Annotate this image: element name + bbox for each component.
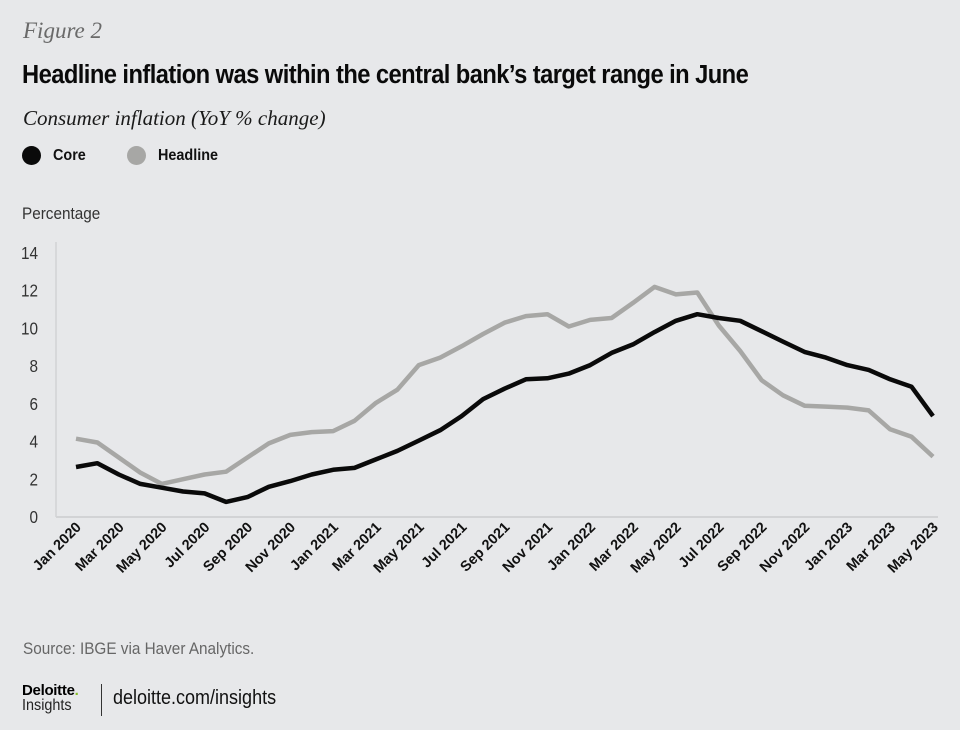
legend-item-headline: Headline — [127, 146, 225, 165]
chart-subtitle: Consumer inflation (YoY % change) — [23, 106, 326, 130]
legend-marker-headline-icon — [127, 146, 147, 165]
y-axis-title: Percentage — [22, 204, 101, 223]
insights-url-link[interactable]: deloitte.com/insights — [113, 687, 277, 709]
logo-divider — [101, 684, 102, 716]
logo-brand-text: Deloitte — [22, 682, 75, 699]
chart-title: Headline inflation was within the centra… — [22, 61, 749, 89]
series-line-core — [75, 311, 935, 505]
legend-item-core: Core — [22, 146, 89, 165]
y-tick-label: 8 — [29, 356, 38, 376]
y-axis-ticks: 0 2 4 6 8 10 12 14 — [21, 243, 38, 527]
chart-legend: Core Headline — [22, 146, 263, 165]
y-tick-label: 2 — [29, 469, 38, 489]
legend-marker-core-icon — [22, 146, 41, 165]
logo-sub: Insights — [22, 697, 72, 714]
y-tick-label: 14 — [21, 243, 38, 263]
figure-label: Figure 2 — [23, 18, 102, 43]
axes — [55, 242, 938, 518]
y-tick-label: 12 — [21, 281, 38, 301]
source-note: Source: IBGE via Haver Analytics. — [23, 639, 255, 658]
series-line-headline — [75, 284, 935, 487]
logo-green-dot-icon: . — [74, 682, 79, 699]
legend-label-headline: Headline — [158, 146, 219, 164]
deloitte-insights-logo: Deloitte. Insights — [22, 682, 79, 714]
series-lines — [75, 284, 935, 505]
y-tick-label: 6 — [29, 394, 38, 414]
legend-label-core: Core — [53, 146, 86, 164]
y-tick-label: 0 — [29, 507, 38, 527]
logo-brand: Deloitte. — [22, 682, 79, 699]
y-tick-label: 10 — [21, 318, 38, 338]
y-tick-label: 4 — [29, 431, 38, 451]
